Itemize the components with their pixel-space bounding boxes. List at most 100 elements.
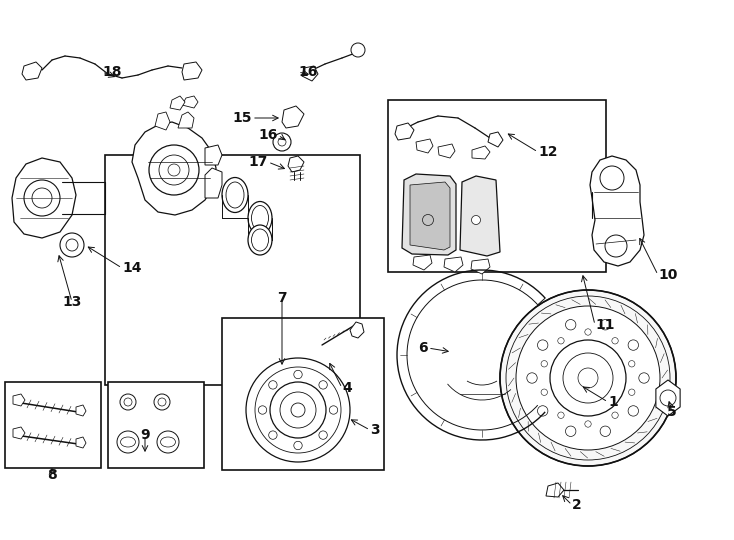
Text: 8: 8 — [47, 468, 57, 482]
Text: 12: 12 — [538, 145, 558, 159]
Bar — [105, 155, 360, 385]
Ellipse shape — [120, 437, 136, 447]
Bar — [388, 100, 606, 272]
Polygon shape — [288, 156, 304, 172]
Text: 17: 17 — [249, 155, 268, 169]
Text: 5: 5 — [667, 405, 677, 419]
Circle shape — [550, 340, 626, 416]
Circle shape — [565, 426, 576, 436]
Circle shape — [565, 320, 576, 330]
Circle shape — [558, 338, 564, 344]
Polygon shape — [132, 122, 216, 215]
Circle shape — [157, 431, 179, 453]
Circle shape — [319, 431, 327, 440]
Text: 18: 18 — [102, 65, 122, 79]
Circle shape — [294, 370, 302, 379]
Circle shape — [66, 239, 78, 251]
Text: 14: 14 — [122, 261, 142, 275]
Circle shape — [158, 398, 166, 406]
Polygon shape — [182, 96, 198, 108]
Circle shape — [628, 361, 635, 367]
Text: 15: 15 — [233, 111, 252, 125]
Polygon shape — [76, 437, 86, 448]
Circle shape — [527, 373, 537, 383]
Polygon shape — [13, 394, 25, 406]
Circle shape — [500, 290, 676, 466]
Polygon shape — [416, 139, 433, 153]
Polygon shape — [170, 96, 185, 110]
Circle shape — [628, 340, 639, 350]
Text: 2: 2 — [572, 498, 582, 512]
Circle shape — [558, 412, 564, 418]
Polygon shape — [205, 145, 222, 165]
Circle shape — [280, 392, 316, 428]
Text: 6: 6 — [418, 341, 428, 355]
Circle shape — [516, 306, 660, 450]
Text: 16: 16 — [258, 128, 278, 142]
Ellipse shape — [248, 201, 272, 234]
Circle shape — [154, 394, 170, 410]
Polygon shape — [413, 255, 432, 270]
Text: 11: 11 — [595, 318, 614, 332]
Polygon shape — [155, 112, 170, 130]
Circle shape — [273, 133, 291, 151]
Polygon shape — [282, 106, 304, 128]
Circle shape — [255, 367, 341, 453]
Polygon shape — [22, 62, 42, 80]
Polygon shape — [178, 112, 194, 128]
Circle shape — [159, 155, 189, 185]
Circle shape — [269, 431, 277, 440]
Bar — [222, 318, 384, 470]
Circle shape — [660, 390, 676, 406]
Circle shape — [351, 43, 365, 57]
Circle shape — [628, 389, 635, 395]
Circle shape — [600, 166, 624, 190]
Circle shape — [563, 353, 613, 403]
Polygon shape — [13, 427, 25, 439]
Polygon shape — [488, 132, 503, 147]
Circle shape — [246, 358, 350, 462]
Polygon shape — [402, 174, 456, 255]
Polygon shape — [205, 168, 222, 198]
Polygon shape — [76, 405, 86, 416]
Ellipse shape — [252, 206, 269, 231]
Circle shape — [117, 431, 139, 453]
Circle shape — [600, 320, 611, 330]
Circle shape — [537, 340, 548, 350]
Circle shape — [612, 412, 618, 418]
Ellipse shape — [161, 437, 175, 447]
Bar — [108, 382, 204, 468]
Text: 16: 16 — [298, 65, 317, 79]
Polygon shape — [460, 176, 500, 256]
Circle shape — [423, 214, 434, 226]
Circle shape — [600, 426, 611, 436]
Polygon shape — [590, 156, 644, 266]
Circle shape — [32, 188, 52, 208]
Polygon shape — [656, 380, 680, 416]
Circle shape — [471, 215, 481, 225]
Polygon shape — [12, 158, 76, 238]
Circle shape — [319, 381, 327, 389]
Circle shape — [124, 398, 132, 406]
Circle shape — [60, 233, 84, 257]
Text: 4: 4 — [342, 381, 352, 395]
Circle shape — [585, 329, 591, 335]
Circle shape — [278, 138, 286, 146]
Circle shape — [120, 394, 136, 410]
Ellipse shape — [252, 229, 269, 251]
Ellipse shape — [248, 225, 272, 255]
Circle shape — [24, 180, 60, 216]
Text: 10: 10 — [658, 268, 677, 282]
Circle shape — [294, 441, 302, 450]
Circle shape — [269, 381, 277, 389]
Text: 3: 3 — [370, 423, 379, 437]
Circle shape — [585, 421, 591, 427]
Circle shape — [578, 368, 598, 388]
Circle shape — [168, 164, 180, 176]
Ellipse shape — [222, 178, 248, 213]
Polygon shape — [472, 146, 490, 159]
Circle shape — [639, 373, 649, 383]
Polygon shape — [410, 182, 450, 250]
Text: 9: 9 — [140, 428, 150, 442]
Circle shape — [270, 382, 326, 438]
